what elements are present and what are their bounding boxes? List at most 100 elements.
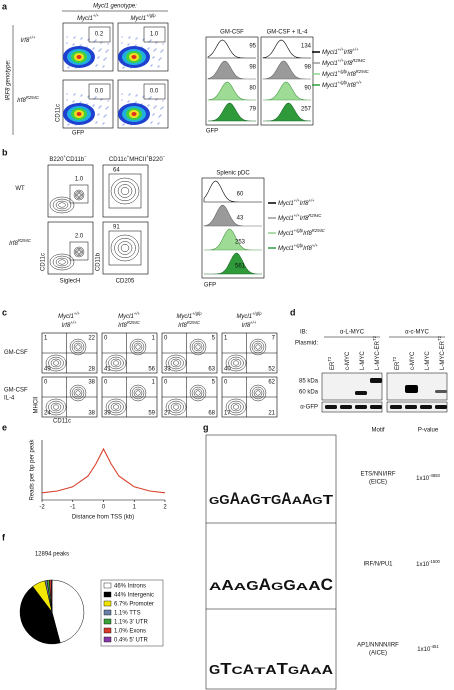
event [121, 42, 123, 44]
event [150, 39, 152, 41]
quadrant-value: 0 [104, 380, 108, 386]
event [121, 36, 123, 38]
band [420, 405, 432, 409]
row-header: GM-CSF [4, 350, 28, 356]
quadrant-value: 63 [208, 367, 215, 373]
event [103, 59, 105, 61]
logo-letter: T [323, 494, 335, 508]
logo-letter: C [321, 575, 334, 594]
x-tick-label: 2 [163, 505, 167, 511]
contour [73, 189, 85, 201]
text-part: Mycl1 [176, 314, 192, 320]
contour [76, 249, 82, 255]
motif-name: ETS/NNI/IRF [360, 472, 395, 478]
event [107, 106, 109, 108]
event [72, 101, 74, 103]
marker: 85 kDa [299, 379, 319, 385]
axis-label: CD11c [53, 419, 71, 425]
axis-label: Distance from TSS (kb) [72, 515, 134, 521]
axis-label: GFP [204, 283, 216, 289]
event [102, 123, 104, 125]
density [131, 112, 137, 116]
contour [228, 356, 244, 370]
text-part: Irf8 [300, 216, 309, 222]
event [150, 122, 152, 124]
column-header: Mycl1+/+ [58, 311, 80, 320]
contour [135, 390, 141, 396]
histogram [203, 204, 262, 227]
contour [75, 344, 81, 350]
event [127, 101, 129, 103]
text-part: Mycl1 [322, 72, 338, 78]
text-part: Irf8 [347, 72, 356, 78]
contour [253, 342, 263, 352]
event [148, 47, 150, 49]
legend-entry: Mycl1+/+Irf8R294C [322, 58, 366, 67]
text-part: +/+ [356, 80, 363, 85]
band [435, 405, 447, 409]
pie-slice [51, 579, 85, 644]
event [147, 48, 149, 50]
axis-label: MHCII [34, 396, 40, 413]
contour [133, 388, 143, 398]
event [93, 104, 95, 106]
legend-entry: 6.7% Promoter [114, 602, 154, 608]
genotype-title: Mycl1 genotype: [93, 4, 137, 10]
text-part: Mycl1 [278, 201, 294, 207]
plot-frame [117, 79, 169, 129]
contour [251, 386, 265, 400]
event [128, 94, 130, 96]
antibody: α-L-MYC [340, 330, 365, 336]
band [405, 405, 417, 409]
text-part: GM-CSF [4, 350, 28, 356]
column-header: Mycl1+/gfp [236, 311, 262, 320]
contour [172, 404, 180, 410]
contour [253, 388, 263, 398]
histogram-value: 98 [249, 65, 256, 71]
contour [249, 338, 267, 356]
contour [52, 198, 72, 212]
legend-entry: 44% Intergenic [114, 593, 154, 599]
text-part: +/gfp [294, 243, 304, 248]
text-part: B220 [149, 157, 164, 163]
event [104, 115, 106, 117]
event [162, 106, 164, 108]
panel-label: f [2, 532, 6, 542]
text-part: +/+ [312, 243, 319, 248]
text-part: + [63, 154, 66, 159]
quadrant-value: 38 [88, 380, 95, 386]
text-part: R294C [312, 228, 326, 233]
event [74, 93, 76, 95]
text-part: R294C [127, 320, 141, 325]
event [66, 99, 68, 101]
line [41, 447, 166, 494]
histogram-value: 80 [249, 86, 256, 92]
legend-entry: Mycl1+/gfpIrf8R294C [278, 228, 326, 237]
gate-value: 0.0 [95, 89, 104, 95]
logo-letter: A [265, 664, 276, 678]
event [142, 96, 144, 98]
event [157, 123, 159, 125]
quadrant-value: 33 [164, 367, 171, 373]
event [102, 66, 104, 68]
contour [58, 202, 66, 208]
event [158, 116, 160, 118]
quadrant-value: 27 [164, 411, 171, 417]
event [153, 56, 155, 58]
contour [58, 259, 66, 265]
column-header: Irf8+/+ [62, 320, 77, 329]
quadrant-value: 62 [268, 380, 275, 386]
axis-label: CD205 [116, 279, 135, 285]
text-part: − [84, 154, 87, 159]
quadrant-value: 0 [164, 336, 168, 342]
legend-entry: 0.4% 5' UTR [114, 638, 148, 644]
panel-label: g [203, 422, 209, 432]
event [73, 100, 75, 102]
column-header: CD11c+MHCII+B220− [109, 154, 166, 163]
quadrant-value: 22 [88, 336, 95, 342]
event [135, 95, 137, 97]
event [100, 105, 102, 107]
legend-frame [100, 579, 164, 647]
legend-entry: 1.1% 3' UTR [114, 620, 148, 626]
